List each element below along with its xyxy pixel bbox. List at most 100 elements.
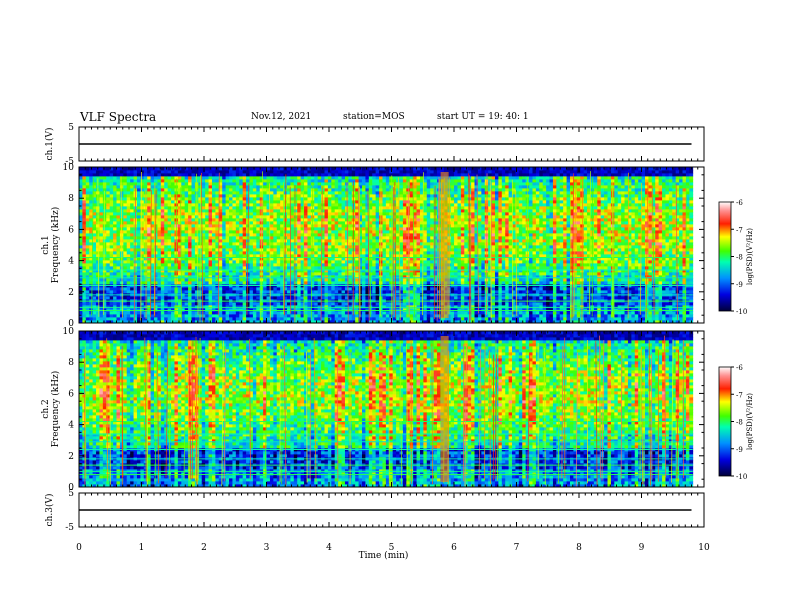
spectrogram-cell <box>263 233 267 237</box>
spectrogram-cell <box>327 239 332 243</box>
spectrogram-cell <box>130 236 134 240</box>
spectrogram-cell <box>341 239 346 243</box>
spectrogram-cell <box>102 230 107 234</box>
spectrogram-cell <box>232 173 237 177</box>
spectrogram-cell <box>389 305 394 309</box>
spectrogram-cell <box>362 176 366 180</box>
spectrogram-cell <box>194 260 199 264</box>
spectrogram-cell <box>136 239 141 243</box>
spectrogram-cell <box>201 248 206 252</box>
spectrogram-cell <box>235 272 240 276</box>
spectrogram-cell <box>344 308 349 312</box>
spectrogram-cell <box>174 176 179 180</box>
spectrogram-cell <box>286 176 291 180</box>
spectrogram-cell <box>331 272 336 276</box>
spectrogram-cell <box>126 242 131 246</box>
spectrogram-cell <box>181 257 186 261</box>
spectrogram-cell <box>266 182 271 186</box>
spectrogram-cell <box>324 206 329 210</box>
spectrogram-cell <box>263 248 267 252</box>
spectrogram-cell <box>235 290 240 294</box>
spectrogram-cell <box>171 266 175 270</box>
spectrogram-cell <box>119 188 124 192</box>
spectrogram-cell <box>225 242 230 246</box>
spectrogram-cell <box>201 209 206 213</box>
spectrogram-cell <box>242 179 247 183</box>
spectrogram-cell <box>297 200 302 204</box>
spectrogram-cell <box>389 224 394 228</box>
spectrogram-cell <box>205 203 209 207</box>
spectrogram-cell <box>113 257 117 261</box>
spectrogram-cell <box>293 278 298 282</box>
spectrogram-cell <box>239 200 244 204</box>
spectrogram-cell <box>123 203 128 207</box>
spectrogram-cell <box>147 254 151 258</box>
spectrogram-cell <box>269 314 274 318</box>
spectrogram-cell <box>252 263 257 267</box>
spectrogram-cell <box>355 263 359 267</box>
spectrogram-cell <box>211 176 216 180</box>
spectrogram-cell <box>99 194 104 198</box>
spectrogram-cell <box>116 185 121 189</box>
spectrogram-cell <box>147 191 151 195</box>
spectrogram-cell <box>102 233 107 237</box>
spectrogram-cell <box>399 170 404 174</box>
spectrogram-cell <box>396 170 400 174</box>
spectrogram-cell <box>300 272 305 276</box>
spectrogram-cell <box>358 281 363 285</box>
spectrogram-cell <box>184 203 189 207</box>
spectrogram-cell <box>143 179 148 183</box>
spectrogram-cell <box>382 260 387 264</box>
spectrogram-cell <box>123 182 128 186</box>
spectrogram-cell <box>147 248 151 252</box>
spectrogram-cell <box>167 230 172 234</box>
spectrogram-cell <box>252 209 257 213</box>
spectrogram-cell <box>85 170 90 174</box>
spectrogram-cell <box>116 239 121 243</box>
spectrogram-cell <box>327 185 332 189</box>
spectrogram-cell <box>215 191 220 195</box>
spectrogram-cell <box>171 209 175 213</box>
spectrogram-cell <box>222 308 227 312</box>
spectrogram-cell <box>375 275 380 279</box>
spectrogram-cell <box>304 251 308 255</box>
spectrogram-cell <box>263 254 267 258</box>
spectrogram-cell <box>338 209 342 213</box>
spectrogram-cell <box>365 269 370 273</box>
spectrogram-cell <box>362 251 366 255</box>
spectrogram-cell <box>385 233 390 237</box>
spectrogram-cell <box>232 233 237 237</box>
spectrogram-cell <box>399 257 404 261</box>
spectrogram-cell <box>208 203 213 207</box>
spectrogram-cell <box>358 254 363 258</box>
spectrogram-cell <box>280 176 284 180</box>
spectrogram-cell <box>109 179 114 183</box>
spectrogram-cell <box>140 269 145 273</box>
spectrogram-cell <box>304 236 308 240</box>
spectrogram-cell <box>321 236 325 240</box>
spectrogram-cell <box>280 230 284 234</box>
spectrogram-cell <box>304 314 308 318</box>
spectrogram-cell <box>324 311 329 315</box>
spectrogram-cell <box>235 221 240 225</box>
spectrogram-cell <box>273 170 278 174</box>
spectrogram-cell <box>355 242 359 246</box>
spectrogram-cell <box>205 281 209 285</box>
spectrogram-cell <box>191 314 196 318</box>
spectrogram-cell <box>201 260 206 264</box>
spectrogram-cell <box>338 254 342 258</box>
spectrogram-cell <box>249 320 254 324</box>
spectrogram-cell <box>286 215 291 219</box>
spectrogram-cell <box>235 167 240 171</box>
spectrogram-cell <box>82 215 87 219</box>
spectrogram-cell <box>215 185 220 189</box>
spectrogram-cell <box>280 251 284 255</box>
spectrogram-cell <box>351 245 356 249</box>
spectrogram-cell <box>109 245 114 249</box>
spectrogram-cell <box>321 224 325 228</box>
spectrogram-cell <box>392 317 397 321</box>
spectrogram-cell <box>191 251 196 255</box>
spectrogram-cell <box>402 206 407 210</box>
spectrogram-cell <box>79 263 83 267</box>
spectrogram-cell <box>385 320 390 324</box>
